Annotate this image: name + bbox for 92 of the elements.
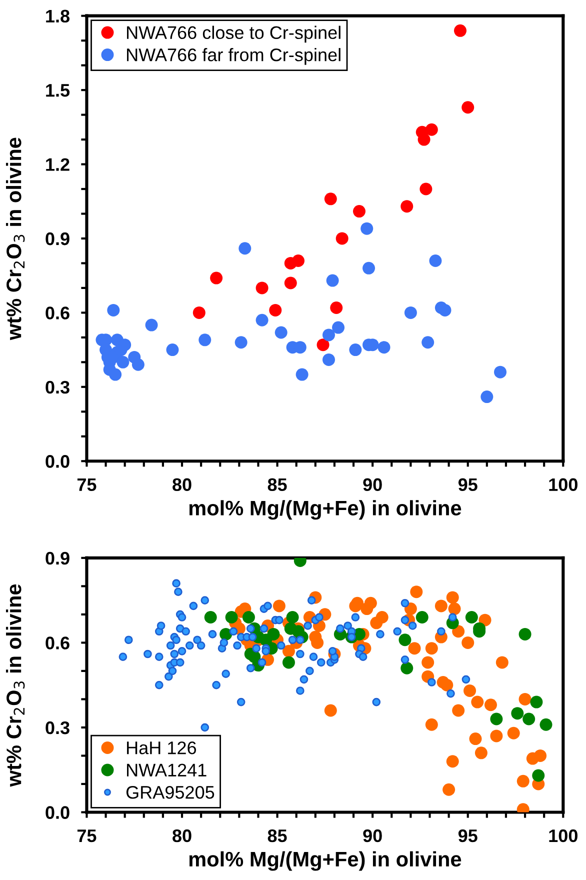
point <box>362 262 376 274</box>
y-tick-label: 0.0 <box>46 455 70 468</box>
y-tick-label: 1.8 <box>46 10 70 23</box>
point <box>322 328 335 342</box>
point <box>269 304 282 316</box>
point <box>480 390 494 404</box>
y-tick-label: 1.2 <box>46 158 70 171</box>
point <box>511 707 524 720</box>
y-tick-label: 0.9 <box>46 552 70 565</box>
legend-label: NWA766 far from Cr-spinel <box>127 48 340 65</box>
x-tick-label: 90 <box>363 829 382 842</box>
point <box>462 101 474 114</box>
y-tick-label: 0.9 <box>46 232 70 246</box>
point <box>192 306 206 319</box>
y-tick-label: 0.6 <box>46 306 70 320</box>
y-tick-label: 0.6 <box>46 636 70 650</box>
point <box>530 696 543 708</box>
point <box>398 634 412 646</box>
point <box>238 242 252 255</box>
point <box>316 338 330 352</box>
y-axis-title: wt% Cr$_{2}$O$_{3}$ in olivine <box>6 584 25 787</box>
point <box>494 366 507 378</box>
point <box>332 321 345 334</box>
x-tick-label: 100 <box>549 829 578 842</box>
point <box>438 304 452 316</box>
y-tick-label: 0.0 <box>46 806 70 819</box>
legend-label: GRA95205 <box>126 786 214 799</box>
y-tick-label: 0.3 <box>46 721 70 734</box>
x-tick-label: 85 <box>268 478 287 492</box>
x-tick-label: 80 <box>172 829 192 842</box>
x-tick-label: 75 <box>77 478 96 492</box>
point <box>284 276 297 290</box>
point <box>420 182 432 196</box>
point <box>532 769 545 782</box>
point <box>360 222 374 235</box>
y-tick-label: 1.5 <box>46 84 70 97</box>
point <box>465 611 478 624</box>
point <box>286 611 299 624</box>
point <box>330 301 343 314</box>
point <box>242 611 255 624</box>
point <box>116 356 130 368</box>
point <box>210 272 223 284</box>
point <box>416 611 428 624</box>
y-tick-label: 0.3 <box>46 380 70 394</box>
x-tick-label: 100 <box>549 478 578 492</box>
point <box>292 254 305 267</box>
point <box>234 336 248 349</box>
x-tick-label: 95 <box>458 478 478 492</box>
x-tick-label: 90 <box>363 478 382 492</box>
point <box>418 133 430 146</box>
point <box>336 232 348 245</box>
legend-label: NWA766 close to Cr-spinel <box>127 26 340 43</box>
point <box>282 656 295 669</box>
legend-label: NWA1241 <box>127 764 206 776</box>
point <box>109 368 122 381</box>
x-axis-title: mol% Mg/(Mg+Fe) in olivine <box>189 500 462 520</box>
point <box>490 712 503 726</box>
point <box>429 254 442 267</box>
point <box>425 123 438 136</box>
point <box>349 344 362 356</box>
x-axis-title: mol% Mg/(Mg+Fe) in olivine <box>189 851 462 871</box>
x-tick-label: 95 <box>458 829 478 842</box>
x-tick-label: 75 <box>77 830 96 842</box>
point <box>204 611 217 624</box>
x-tick-label: 85 <box>268 829 287 842</box>
point <box>326 274 339 287</box>
legend-label: HaH 126 <box>127 741 196 754</box>
point <box>256 314 268 326</box>
point <box>198 334 212 346</box>
point <box>324 192 337 206</box>
x-tick-label: 80 <box>172 478 192 492</box>
y-axis-title: wt% Cr$_{2}$O$_{3}$ in olivine <box>6 138 25 340</box>
point <box>378 341 390 354</box>
point <box>225 611 238 624</box>
point <box>352 205 366 218</box>
point <box>400 662 414 674</box>
point <box>132 358 144 371</box>
point <box>454 24 466 37</box>
point <box>322 353 335 366</box>
point <box>296 368 308 381</box>
point <box>522 712 536 726</box>
point <box>400 200 414 213</box>
point <box>274 326 288 339</box>
point <box>518 628 532 640</box>
point <box>404 306 417 319</box>
point <box>107 304 120 316</box>
point <box>256 282 268 294</box>
point <box>422 336 434 349</box>
point <box>267 628 280 640</box>
point <box>166 344 179 356</box>
point <box>540 718 552 731</box>
point <box>145 318 158 332</box>
